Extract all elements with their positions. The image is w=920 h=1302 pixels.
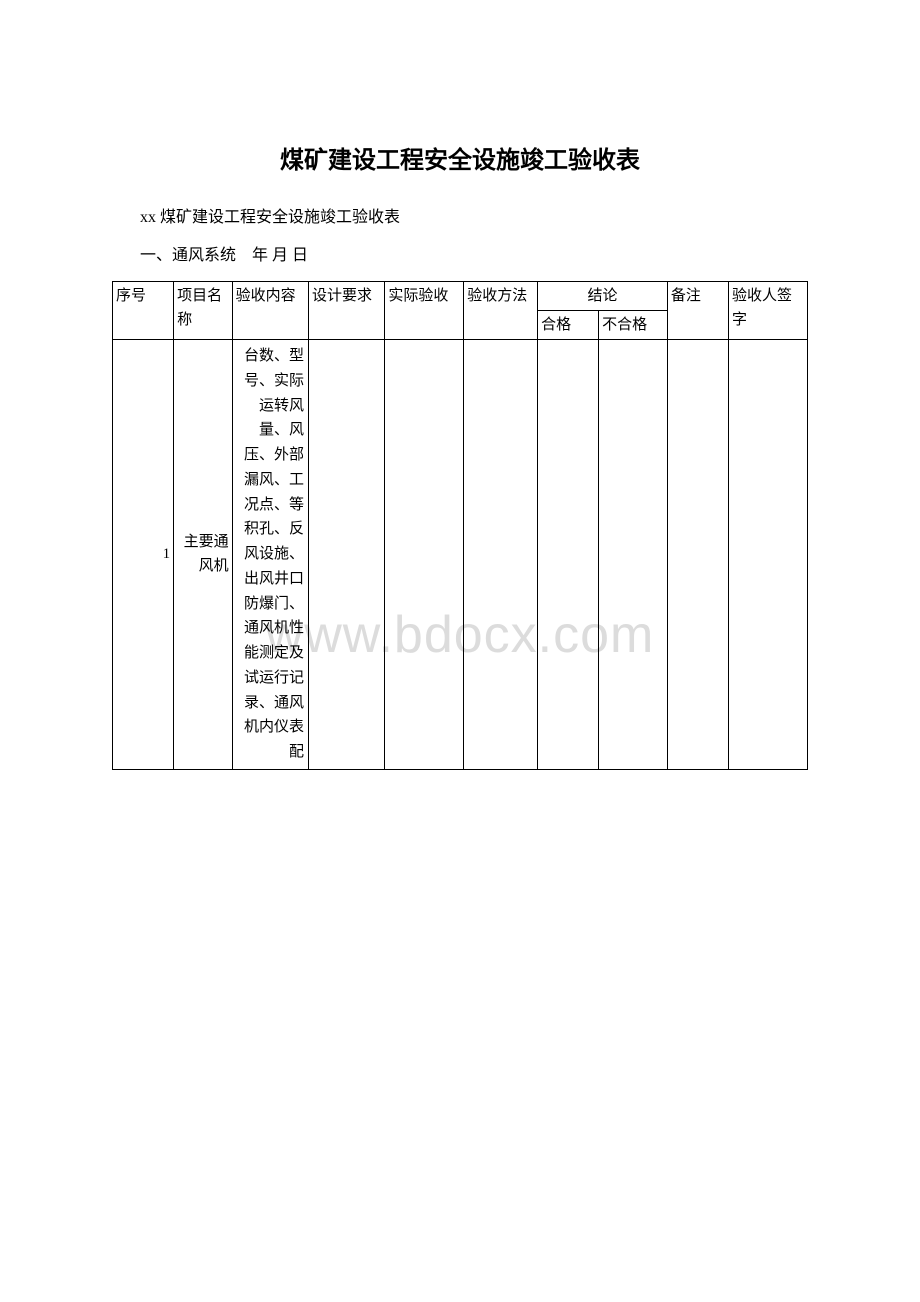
- cell-req: [309, 340, 385, 770]
- document-page: 煤矿建设工程安全设施竣工验收表 xx 煤矿建设工程安全设施竣工验收表 一、通风系…: [0, 0, 920, 770]
- cell-method: [464, 340, 538, 770]
- cell-note: [667, 340, 728, 770]
- section-label: 一、通风系统 年 月 日: [112, 241, 808, 265]
- header-method: 验收方法: [464, 282, 538, 340]
- header-note: 备注: [667, 282, 728, 340]
- cell-seq: 1: [113, 340, 174, 770]
- table-header: 序号 项目名称 验收内容 设计要求 实际验收 验收方法 结论 备注 验收人签字 …: [113, 282, 808, 340]
- table-body: 1 主要通风机 台数、型号、实际运转风量、风压、外部漏风、工况点、等积孔、反风设…: [113, 340, 808, 770]
- header-fail: 不合格: [599, 311, 668, 340]
- inspection-table-wrapper: 序号 项目名称 验收内容 设计要求 实际验收 验收方法 结论 备注 验收人签字 …: [112, 281, 808, 770]
- cell-pass: [538, 340, 599, 770]
- cell-actual: [385, 340, 464, 770]
- cell-content: 台数、型号、实际运转风量、风压、外部漏风、工况点、等积孔、反风设施、出风井口防爆…: [232, 340, 308, 770]
- cell-sign: [729, 340, 808, 770]
- header-name: 项目名称: [174, 282, 233, 340]
- header-pass: 合格: [538, 311, 599, 340]
- table-row: 1 主要通风机 台数、型号、实际运转风量、风压、外部漏风、工况点、等积孔、反风设…: [113, 340, 808, 770]
- header-sign: 验收人签字: [729, 282, 808, 340]
- header-content: 验收内容: [232, 282, 308, 340]
- header-actual: 实际验收: [385, 282, 464, 340]
- header-req: 设计要求: [309, 282, 385, 340]
- page-title: 煤矿建设工程安全设施竣工验收表: [112, 140, 808, 175]
- cell-name: 主要通风机: [174, 340, 233, 770]
- subtitle: xx 煤矿建设工程安全设施竣工验收表: [112, 203, 808, 227]
- cell-fail: [599, 340, 668, 770]
- header-conclusion: 结论: [538, 282, 668, 311]
- inspection-table: 序号 项目名称 验收内容 设计要求 实际验收 验收方法 结论 备注 验收人签字 …: [112, 281, 808, 770]
- header-seq: 序号: [113, 282, 174, 340]
